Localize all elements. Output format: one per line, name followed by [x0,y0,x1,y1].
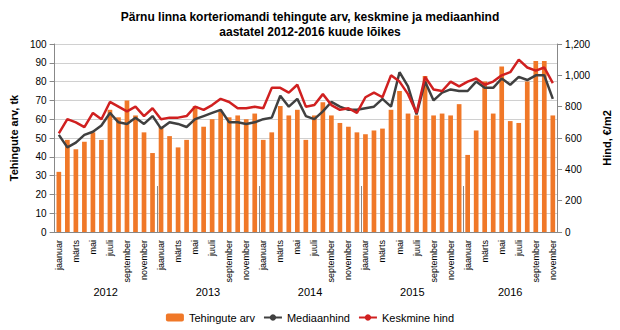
svg-text:0: 0 [565,227,571,238]
svg-text:40: 40 [35,151,47,162]
svg-text:aastatel 2012-2016 kuude lõike: aastatel 2012-2016 kuude lõikes [219,25,401,39]
svg-text:jaanuar: jaanuar [463,240,473,271]
svg-text:november: november [446,240,456,280]
svg-text:september: september [531,240,541,283]
svg-text:september: september [326,240,336,283]
svg-text:60: 60 [35,114,47,125]
svg-text:märts: märts [480,240,490,263]
svg-text:2016: 2016 [498,286,522,298]
svg-text:jaanuar: jaanuar [156,240,166,271]
svg-text:2013: 2013 [196,286,220,298]
svg-text:juuli: juuli [514,240,524,257]
svg-text:Mediaanhind: Mediaanhind [287,312,350,324]
svg-text:september: september [122,240,132,283]
svg-text:jaanuar: jaanuar [258,240,268,271]
svg-text:80: 80 [35,76,47,87]
svg-text:Keskmine hind: Keskmine hind [382,312,454,324]
svg-text:juuli: juuli [105,240,115,257]
svg-text:mai: mai [292,240,302,255]
svg-text:november: november [139,240,149,280]
svg-text:Tehingute arv: Tehingute arv [189,312,256,324]
svg-text:juuli: juuli [309,240,319,257]
svg-text:30: 30 [35,170,47,181]
svg-text:70: 70 [35,95,47,106]
svg-text:september: september [224,240,234,283]
svg-text:90: 90 [35,57,47,68]
svg-text:600: 600 [565,133,582,144]
svg-text:2012: 2012 [93,286,117,298]
svg-text:Pärnu linna korteriomandi tehi: Pärnu linna korteriomandi tehingute arv,… [121,10,500,24]
svg-text:mai: mai [190,240,200,255]
svg-text:märts: märts [377,240,387,263]
svg-text:2015: 2015 [400,286,424,298]
svg-text:10: 10 [35,208,47,219]
svg-text:100: 100 [30,39,47,50]
svg-text:50: 50 [35,133,47,144]
svg-text:800: 800 [565,101,582,112]
svg-text:jaanuar: jaanuar [360,240,370,271]
svg-text:september: september [429,240,439,283]
svg-text:20: 20 [35,189,47,200]
svg-text:mai: mai [88,240,98,255]
svg-text:juuli: juuli [207,240,217,257]
svg-text:1,200: 1,200 [565,39,590,50]
svg-text:Tehingute arv, tk: Tehingute arv, tk [8,94,20,181]
svg-text:200: 200 [565,195,582,206]
svg-text:2014: 2014 [298,286,322,298]
svg-text:400: 400 [565,164,582,175]
svg-text:jaanuar: jaanuar [54,240,64,271]
svg-text:juuli: juuli [412,240,422,257]
svg-text:mai: mai [497,240,507,255]
svg-text:0: 0 [41,227,47,238]
svg-text:november: november [343,240,353,280]
svg-text:märts: märts [173,240,183,263]
svg-text:Hind, €/m2: Hind, €/m2 [601,110,613,166]
svg-text:märts: märts [71,240,81,263]
svg-text:märts: märts [275,240,285,263]
svg-text:november: november [548,240,558,280]
svg-text:mai: mai [395,240,405,255]
svg-text:november: november [241,240,251,280]
svg-text:1,000: 1,000 [565,70,590,81]
